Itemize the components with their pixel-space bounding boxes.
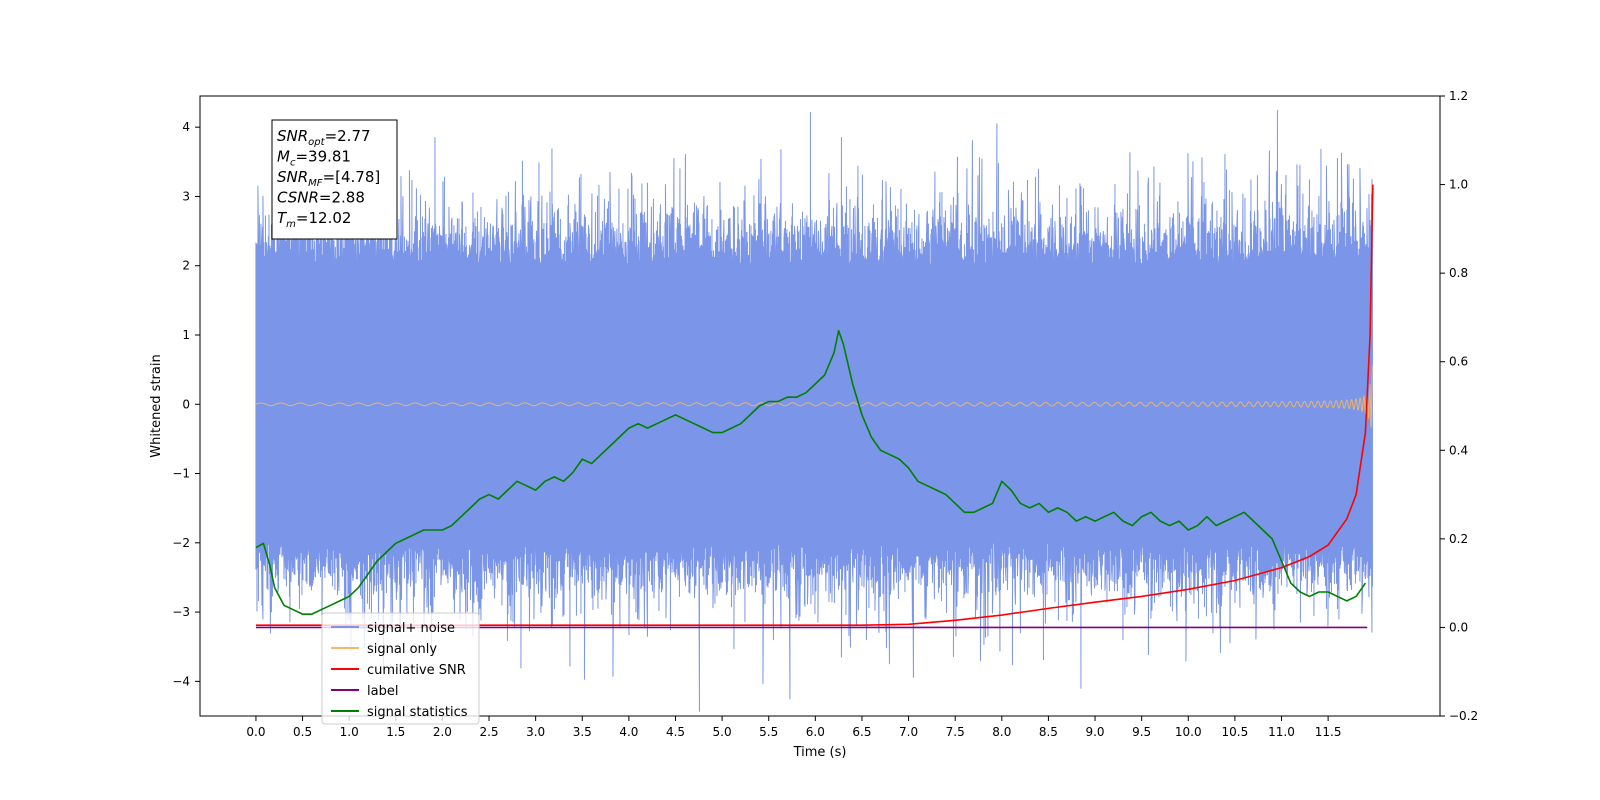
x-axis: 0.0 0.5 1.0 1.5 2.0 2.5 3.0 3.5 4.0 4.5 5.0 5.5 6.0 6… bbox=[246, 716, 1341, 739]
x-tick-label: 0.0 bbox=[246, 725, 265, 739]
annotation-line: CSNR=2.88 bbox=[277, 189, 365, 207]
y2-tick-label: 0.0 bbox=[1449, 620, 1468, 634]
annotation-symbol: CSNR bbox=[277, 189, 319, 207]
y2-tick-label: 0.4 bbox=[1449, 443, 1468, 457]
annotation-subscript: opt bbox=[308, 137, 325, 148]
x-tick-label: 11.0 bbox=[1268, 725, 1295, 739]
stats-annotation: SNRopt=2.77Mc=39.81SNRMF=[4.78]CSNR=2.88… bbox=[271, 119, 398, 240]
y-tick-label: −3 bbox=[172, 605, 190, 619]
x-tick-label: 9.5 bbox=[1132, 725, 1151, 739]
x-tick-label: 9.0 bbox=[1085, 725, 1104, 739]
x-tick-label: 1.0 bbox=[340, 725, 359, 739]
x-tick-label: 4.5 bbox=[666, 725, 685, 739]
x-tick-label: 6.5 bbox=[852, 725, 871, 739]
x-tick-label: 2.5 bbox=[479, 725, 498, 739]
annotation-value: =2.77 bbox=[325, 127, 371, 145]
legend-box bbox=[321, 612, 480, 725]
x-tick-label: 10.0 bbox=[1175, 725, 1202, 739]
annotation-subscript: MF bbox=[308, 178, 323, 189]
y-tick-label: 1 bbox=[182, 328, 190, 342]
legend-label: cumilative SNR bbox=[367, 663, 466, 678]
legend-label: signal only bbox=[367, 642, 437, 657]
x-tick-label: 6.0 bbox=[806, 725, 825, 739]
y-tick-label: 4 bbox=[182, 120, 190, 134]
x-tick-label: 8.0 bbox=[992, 725, 1011, 739]
annotation-symbol: SNR bbox=[277, 168, 308, 186]
x-tick-label: 3.0 bbox=[526, 725, 545, 739]
legend-label: label bbox=[367, 684, 398, 699]
annotation-subscript: c bbox=[290, 158, 296, 169]
series-line-2 bbox=[255, 184, 1374, 627]
y2-tick-label: 1.0 bbox=[1449, 178, 1468, 192]
annotation-symbol: M bbox=[277, 148, 290, 166]
y-axis-right: 1.2 1.0 0.8 0.6 0.4 0.2 0.0 −0.2 bbox=[1440, 89, 1478, 723]
x-tick-label: 7.0 bbox=[899, 725, 918, 739]
annotation-line: SNRopt=2.77 bbox=[277, 127, 371, 148]
series-line-0 bbox=[255, 109, 1373, 712]
y-axis-left: 4 3 2 1 0 −1 −2 −3 −4 bbox=[172, 120, 200, 688]
x-tick-label: 2.0 bbox=[433, 725, 452, 739]
y2-tick-label: 0.8 bbox=[1449, 266, 1468, 280]
y-axis-label: Whitened strain bbox=[149, 354, 164, 457]
y-tick-label: 3 bbox=[182, 189, 190, 203]
annotation-value: =2.88 bbox=[319, 189, 365, 207]
annotation-symbol: SNR bbox=[277, 127, 308, 145]
y-tick-label: −4 bbox=[172, 674, 190, 688]
annotation-value: =12.02 bbox=[296, 209, 352, 227]
annotation-value: =[4.78] bbox=[323, 168, 381, 186]
annotation-line: SNRMF=[4.78] bbox=[277, 168, 380, 189]
legend-label: signal statistics bbox=[367, 705, 468, 720]
annotation-symbol: T bbox=[277, 209, 288, 227]
x-tick-label: 0.5 bbox=[293, 725, 312, 739]
x-tick-label: 4.0 bbox=[619, 725, 638, 739]
y-tick-label: 2 bbox=[182, 259, 190, 273]
plot-frame bbox=[199, 95, 1441, 717]
annotation-value: =39.81 bbox=[295, 148, 351, 166]
legend-label: signal+ noise bbox=[367, 621, 455, 636]
x-tick-label: 5.5 bbox=[759, 725, 778, 739]
y2-tick-label: 1.2 bbox=[1449, 89, 1468, 103]
annotation-line: Tm=12.02 bbox=[277, 209, 351, 230]
series-line-4 bbox=[255, 329, 1367, 615]
x-tick-label: 10.5 bbox=[1222, 725, 1249, 739]
annotation-box bbox=[271, 119, 398, 240]
y-tick-label: −2 bbox=[172, 536, 190, 550]
x-tick-label: 3.5 bbox=[573, 725, 592, 739]
y-tick-label: 0 bbox=[182, 397, 190, 411]
y2-tick-label: −0.2 bbox=[1449, 709, 1478, 723]
x-axis-label: Time (s) bbox=[793, 745, 847, 760]
annotation-line: Mc=39.81 bbox=[277, 148, 351, 169]
series-line-1 bbox=[255, 365, 1373, 428]
y2-tick-label: 0.2 bbox=[1449, 532, 1468, 546]
y-tick-label: −1 bbox=[172, 467, 190, 481]
legend: signal+ noise signal only cumilative SNR la… bbox=[321, 612, 480, 725]
x-tick-label: 7.5 bbox=[946, 725, 965, 739]
x-tick-label: 1.5 bbox=[386, 725, 405, 739]
x-tick-label: 8.5 bbox=[1039, 725, 1058, 739]
x-tick-label: 5.0 bbox=[713, 725, 732, 739]
x-tick-label: 11.5 bbox=[1315, 725, 1342, 739]
annotation-subscript: m bbox=[286, 219, 296, 230]
y2-tick-label: 0.6 bbox=[1449, 355, 1468, 369]
